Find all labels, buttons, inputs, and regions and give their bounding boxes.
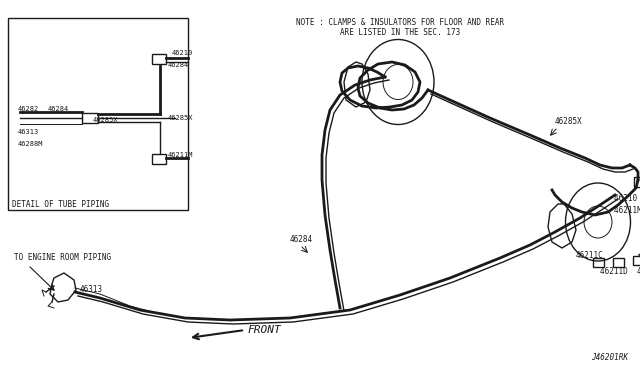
Text: 46210  (RH): 46210 (RH) bbox=[614, 193, 640, 202]
Text: 46284: 46284 bbox=[290, 235, 313, 244]
Text: DETAIL OF TUBE PIPING: DETAIL OF TUBE PIPING bbox=[12, 200, 109, 209]
Bar bbox=[82, 113, 98, 123]
Text: 46313: 46313 bbox=[80, 285, 103, 295]
Text: 46313: 46313 bbox=[18, 129, 39, 135]
Bar bbox=[613, 258, 624, 267]
Text: 46285X: 46285X bbox=[555, 118, 583, 126]
Bar bbox=[634, 177, 640, 187]
Text: ARE LISTED IN THE SEC. 173: ARE LISTED IN THE SEC. 173 bbox=[340, 28, 460, 37]
Text: 46210: 46210 bbox=[172, 50, 193, 56]
Text: TO ENGINE ROOM PIPING: TO ENGINE ROOM PIPING bbox=[14, 253, 111, 263]
Bar bbox=[593, 258, 604, 267]
Text: FRONT: FRONT bbox=[248, 325, 282, 335]
Text: 46285X: 46285X bbox=[168, 115, 193, 121]
Text: 46282: 46282 bbox=[18, 106, 39, 112]
Text: NOTE : CLAMPS & INSULATORS FOR FLOOR AND REAR: NOTE : CLAMPS & INSULATORS FOR FLOOR AND… bbox=[296, 18, 504, 27]
Text: 46211C: 46211C bbox=[576, 250, 604, 260]
Text: 46211D  46211D: 46211D 46211D bbox=[600, 267, 640, 276]
Bar bbox=[152, 154, 166, 164]
Text: 46284: 46284 bbox=[48, 106, 69, 112]
Bar bbox=[633, 256, 640, 265]
Text: 46211M: 46211M bbox=[168, 152, 193, 158]
Text: 46288M: 46288M bbox=[18, 141, 44, 147]
Text: 46211M (LH): 46211M (LH) bbox=[614, 205, 640, 215]
Text: 46285X: 46285X bbox=[93, 117, 118, 123]
Text: J46201RK: J46201RK bbox=[591, 353, 628, 362]
Bar bbox=[152, 54, 166, 64]
Text: 46284: 46284 bbox=[168, 62, 189, 68]
Bar bbox=[8, 18, 188, 210]
Text: SEC.441: SEC.441 bbox=[639, 241, 640, 256]
